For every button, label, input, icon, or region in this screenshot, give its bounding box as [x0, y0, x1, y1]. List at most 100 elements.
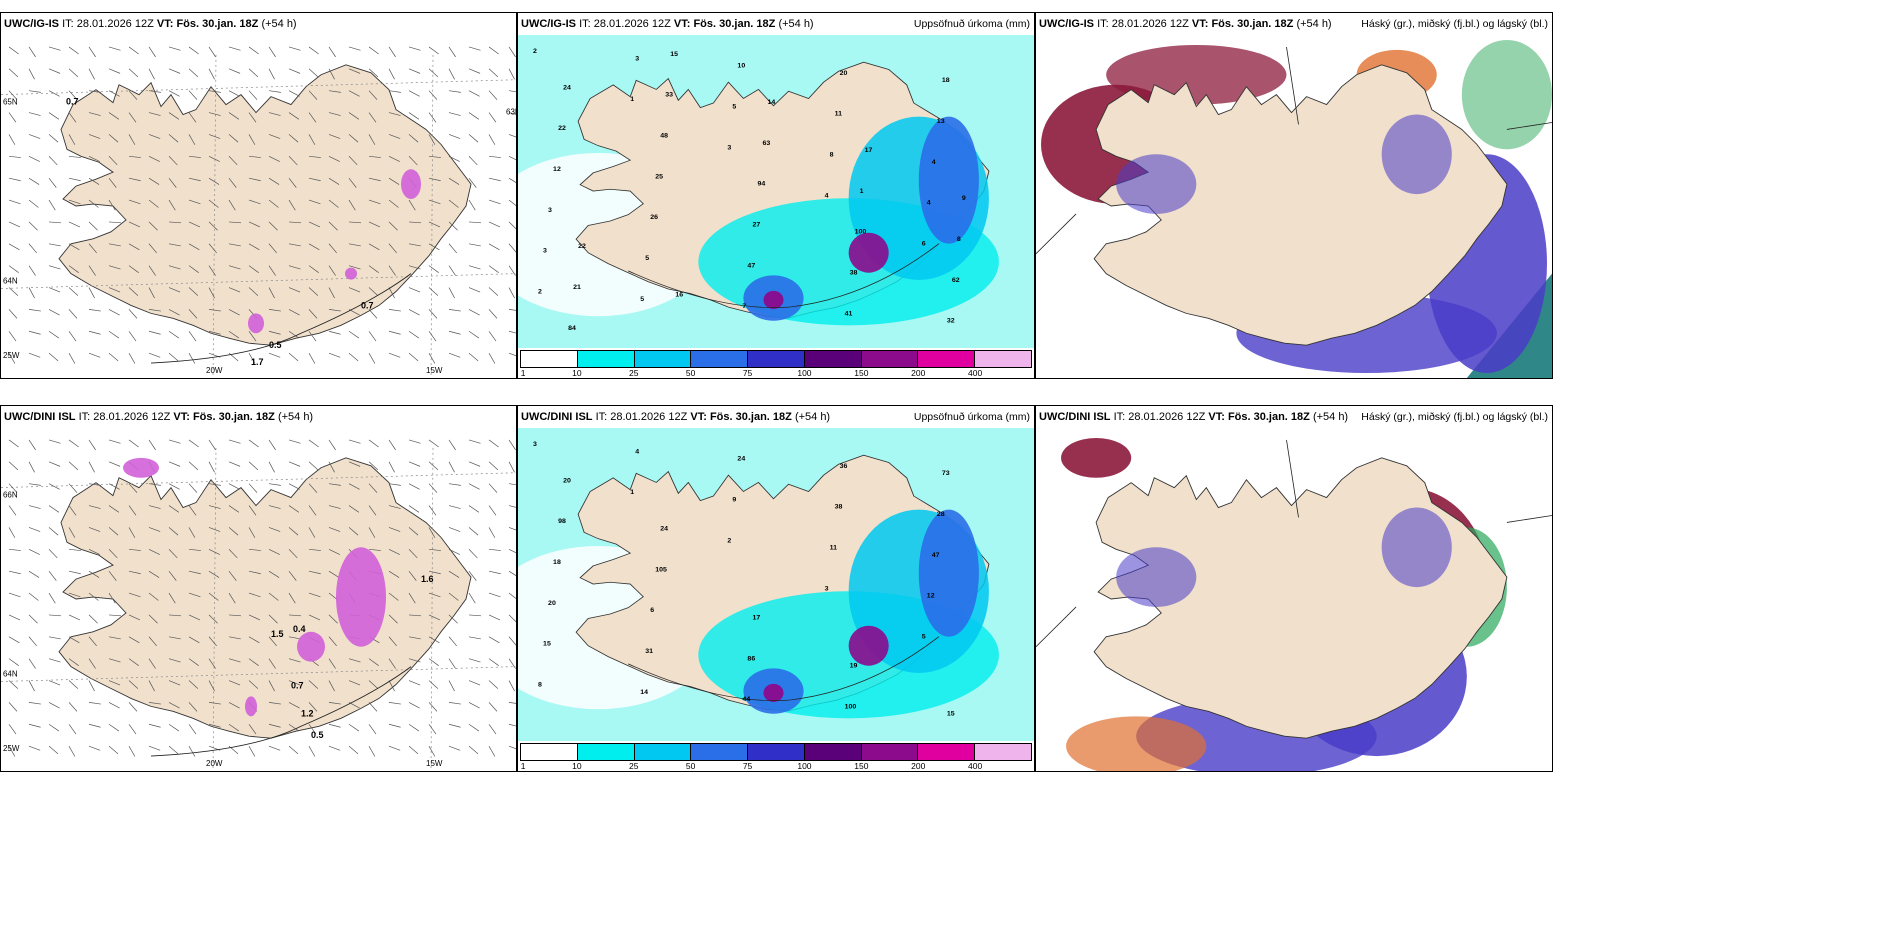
wind-barb: [428, 724, 437, 735]
wind-barb: [388, 680, 395, 692]
wind-barb: [368, 155, 381, 158]
wind-barb: [88, 330, 101, 335]
wind-barbs: [8, 46, 516, 364]
colorbar-swatch: [691, 351, 749, 367]
wind-barb: [348, 221, 362, 224]
colorbar-tick: 25: [629, 761, 639, 771]
wind-barb: [508, 221, 516, 230]
wind-barb: [348, 177, 357, 188]
wind-barb: [108, 221, 122, 224]
wind-barb: [28, 177, 40, 185]
it-value: 28.01.2026 12Z: [1128, 411, 1206, 423]
wind-barb: [268, 505, 281, 509]
wind-barb: [248, 745, 256, 757]
wind-barb: [88, 155, 100, 162]
wind-barb: [408, 549, 418, 559]
wind-barb: [208, 309, 221, 312]
wind-barb: [248, 155, 261, 158]
wind-barb: [208, 330, 221, 335]
wind-barb: [88, 287, 95, 299]
wind-value: 1.2: [301, 708, 314, 718]
wind-barb: [328, 243, 337, 254]
wind-barb: [28, 68, 35, 80]
wind-barb: [128, 243, 140, 251]
precip-value: 38: [835, 504, 843, 511]
wind-barb: [108, 309, 120, 316]
precip-value: 12: [927, 593, 935, 600]
wind-barb: [488, 527, 496, 538]
wind-barb: [208, 505, 221, 509]
wind-barb: [448, 745, 461, 751]
model-name: UWC/DINI ISL: [4, 411, 76, 423]
wind-barb: [128, 352, 136, 364]
wind-barb: [468, 90, 480, 97]
precip-value: 22: [578, 243, 586, 250]
wind-barb: [48, 505, 60, 513]
wind-barb: [448, 570, 460, 578]
panel-header: UWC/DINI ISL IT: 28.01.2026 12Z VT: Fös.…: [1036, 406, 1552, 428]
wind-barb: [268, 527, 281, 532]
colorbar-swatch: [691, 744, 749, 760]
wind-barb: [8, 548, 21, 551]
wind-barb: [48, 549, 58, 559]
wind-barb: [188, 702, 198, 712]
wind-barb: [248, 505, 257, 516]
wind-barb: [228, 592, 236, 604]
wind-barb: [268, 614, 278, 624]
wind-barb: [308, 527, 316, 538]
wind-barb: [388, 199, 399, 208]
wind-barb: [388, 90, 401, 93]
wind-value: 0.4: [293, 624, 306, 634]
map-area[interactable]: 2 1 3 4 6 2 3 5 8 4 3 5 10 11 4 3 5 7 20 13 12 26 47 41 18 22 25 27…: [518, 35, 1034, 348]
wind-barb: [168, 723, 180, 732]
map-area[interactable]: 65N 64N 63N 25W 20W 15W 0.7 0.7 0.5 1.7: [1, 35, 516, 378]
wind-barb: [48, 68, 61, 74]
map-area[interactable]: [1036, 428, 1552, 771]
wind-barb: [88, 134, 101, 139]
wind-barb: [468, 439, 481, 444]
wind-barb: [408, 330, 420, 339]
map-area[interactable]: [1036, 35, 1552, 378]
wind-barb: [68, 527, 76, 538]
wind-barb: [8, 461, 19, 471]
wind-barb: [128, 680, 139, 689]
wind-barb: [508, 112, 516, 115]
wind-barb: [308, 680, 319, 689]
precip-value: 3: [533, 441, 537, 448]
wind-barb: [308, 483, 318, 493]
wind-barb: [368, 505, 377, 516]
lead-time: (+54 h): [794, 411, 831, 423]
wind-barb: [128, 199, 141, 205]
wind-barb: [308, 548, 321, 551]
wind-barb: [328, 702, 341, 705]
wind-barb: [228, 156, 238, 166]
wind-barb: [288, 527, 299, 536]
map-area[interactable]: 3 1 2 3 5 8 4 9 11 12 15 14 24 38 47 20 31 44 36 28 18 6 86 100…: [518, 428, 1034, 741]
wind-barb: [148, 199, 159, 208]
colorbar-swatch: [634, 351, 692, 367]
precip-value: 73: [942, 470, 950, 477]
wind-barb: [388, 177, 400, 185]
wind-barb: [308, 134, 316, 145]
wind-barb: [488, 68, 499, 78]
wind-barb: [448, 330, 461, 335]
wind-barb: [348, 680, 361, 686]
wind-barb: [428, 461, 439, 471]
wind-barb: [28, 352, 41, 358]
wind-barb: [128, 46, 139, 55]
wind-barb: [108, 46, 121, 51]
wind-barb: [208, 723, 221, 728]
wind-barb: [228, 309, 240, 316]
wind-barb: [288, 505, 300, 513]
wind-barb: [128, 636, 140, 644]
wind-barb: [88, 352, 101, 358]
wind-barb: [88, 199, 99, 208]
wind-barb: [368, 90, 378, 100]
wind-barb: [168, 156, 178, 166]
map-area[interactable]: 66N 64N 25W 20W 15W 1.5 0.4 0.7 1.2 0.5 1.6: [1, 428, 516, 771]
wind-barb: [408, 156, 418, 166]
wind-barb: [88, 112, 101, 116]
wind-barb: [288, 287, 301, 293]
wind-barb: [268, 636, 277, 647]
wind-barb: [388, 461, 395, 473]
